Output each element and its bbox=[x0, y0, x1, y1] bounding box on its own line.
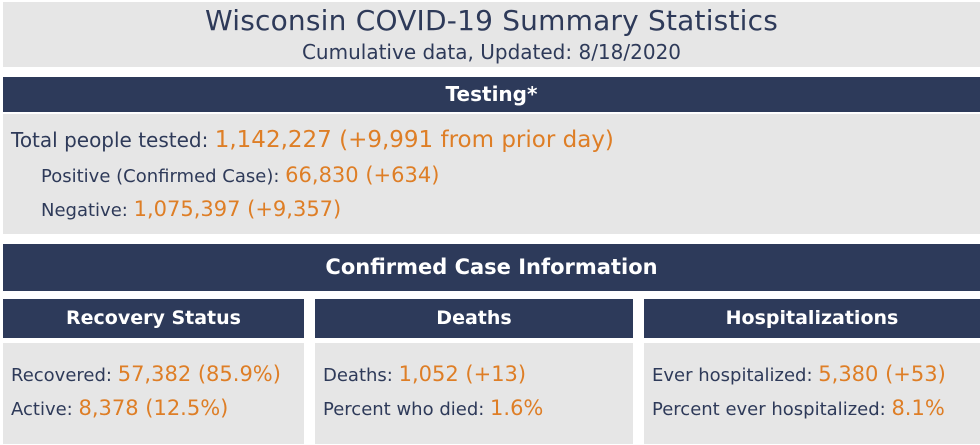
stat-value: 1,142,227 (+9,991 from prior day) bbox=[214, 127, 614, 153]
stat-value: 8,378 (12.5%) bbox=[78, 396, 229, 420]
page-header: Wisconsin COVID-19 Summary Statistics Cu… bbox=[3, 2, 980, 67]
stat-total-people-tested: Total people tested: 1,142,227 (+9,991 f… bbox=[3, 123, 980, 159]
stat-positive-confirmed: Positive (Confirmed Case): 66,830 (+634) bbox=[3, 159, 980, 193]
stat-label: Positive (Confirmed Case): bbox=[41, 166, 286, 187]
deaths-body: Deaths: 1,052 (+13) Percent who died: 1.… bbox=[315, 343, 633, 444]
stat-ever-hospitalized: Ever hospitalized: 5,380 (+53) bbox=[652, 358, 980, 392]
stat-label: Deaths: bbox=[323, 365, 399, 386]
page-title: Wisconsin COVID-19 Summary Statistics bbox=[204, 4, 779, 37]
page-subtitle: Cumulative data, Updated: 8/18/2020 bbox=[301, 40, 682, 64]
stat-label: Percent ever hospitalized: bbox=[652, 399, 892, 420]
hospitalizations-column: Hospitalizations Ever hospitalized: 5,38… bbox=[644, 299, 980, 444]
deaths-header: Deaths bbox=[315, 299, 633, 338]
deaths-column: Deaths Deaths: 1,052 (+13) Percent who d… bbox=[315, 299, 633, 444]
stat-value: 66,830 (+634) bbox=[285, 163, 440, 187]
confirmed-case-section-header: Confirmed Case Information bbox=[3, 244, 980, 291]
stat-label: Ever hospitalized: bbox=[652, 365, 819, 386]
stat-label: Total people tested: bbox=[11, 128, 215, 152]
stat-label: Percent who died: bbox=[323, 399, 491, 420]
stat-value: 57,382 (85.9%) bbox=[117, 362, 281, 386]
recovery-status-column: Recovery Status Recovered: 57,382 (85.9%… bbox=[3, 299, 304, 444]
stat-deaths: Deaths: 1,052 (+13) bbox=[323, 358, 633, 392]
stat-label: Active: bbox=[11, 399, 79, 420]
stat-percent-ever-hospitalized: Percent ever hospitalized: 8.1% bbox=[652, 392, 980, 426]
stat-value: 1.6% bbox=[490, 396, 544, 420]
stat-value: 1,075,397 (+9,357) bbox=[133, 197, 342, 221]
hospitalizations-header: Hospitalizations bbox=[644, 299, 980, 338]
stat-label: Negative: bbox=[41, 200, 134, 221]
stat-value: 5,380 (+53) bbox=[818, 362, 946, 386]
stat-value: 8.1% bbox=[891, 396, 945, 420]
recovery-status-header: Recovery Status bbox=[3, 299, 304, 338]
stat-percent-died: Percent who died: 1.6% bbox=[323, 392, 633, 426]
testing-section-header: Testing* bbox=[3, 77, 980, 112]
recovery-status-body: Recovered: 57,382 (85.9%) Active: 8,378 … bbox=[3, 343, 304, 444]
stat-label: Recovered: bbox=[11, 365, 118, 386]
confirmed-case-columns: Recovery Status Recovered: 57,382 (85.9%… bbox=[3, 299, 980, 444]
stat-value: 1,052 (+13) bbox=[398, 362, 527, 386]
hospitalizations-body: Ever hospitalized: 5,380 (+53) Percent e… bbox=[644, 343, 980, 444]
stat-recovered: Recovered: 57,382 (85.9%) bbox=[11, 358, 304, 392]
stat-negative: Negative: 1,075,397 (+9,357) bbox=[3, 193, 980, 227]
stat-active: Active: 8,378 (12.5%) bbox=[11, 392, 304, 426]
testing-section-body: Total people tested: 1,142,227 (+9,991 f… bbox=[3, 114, 980, 234]
